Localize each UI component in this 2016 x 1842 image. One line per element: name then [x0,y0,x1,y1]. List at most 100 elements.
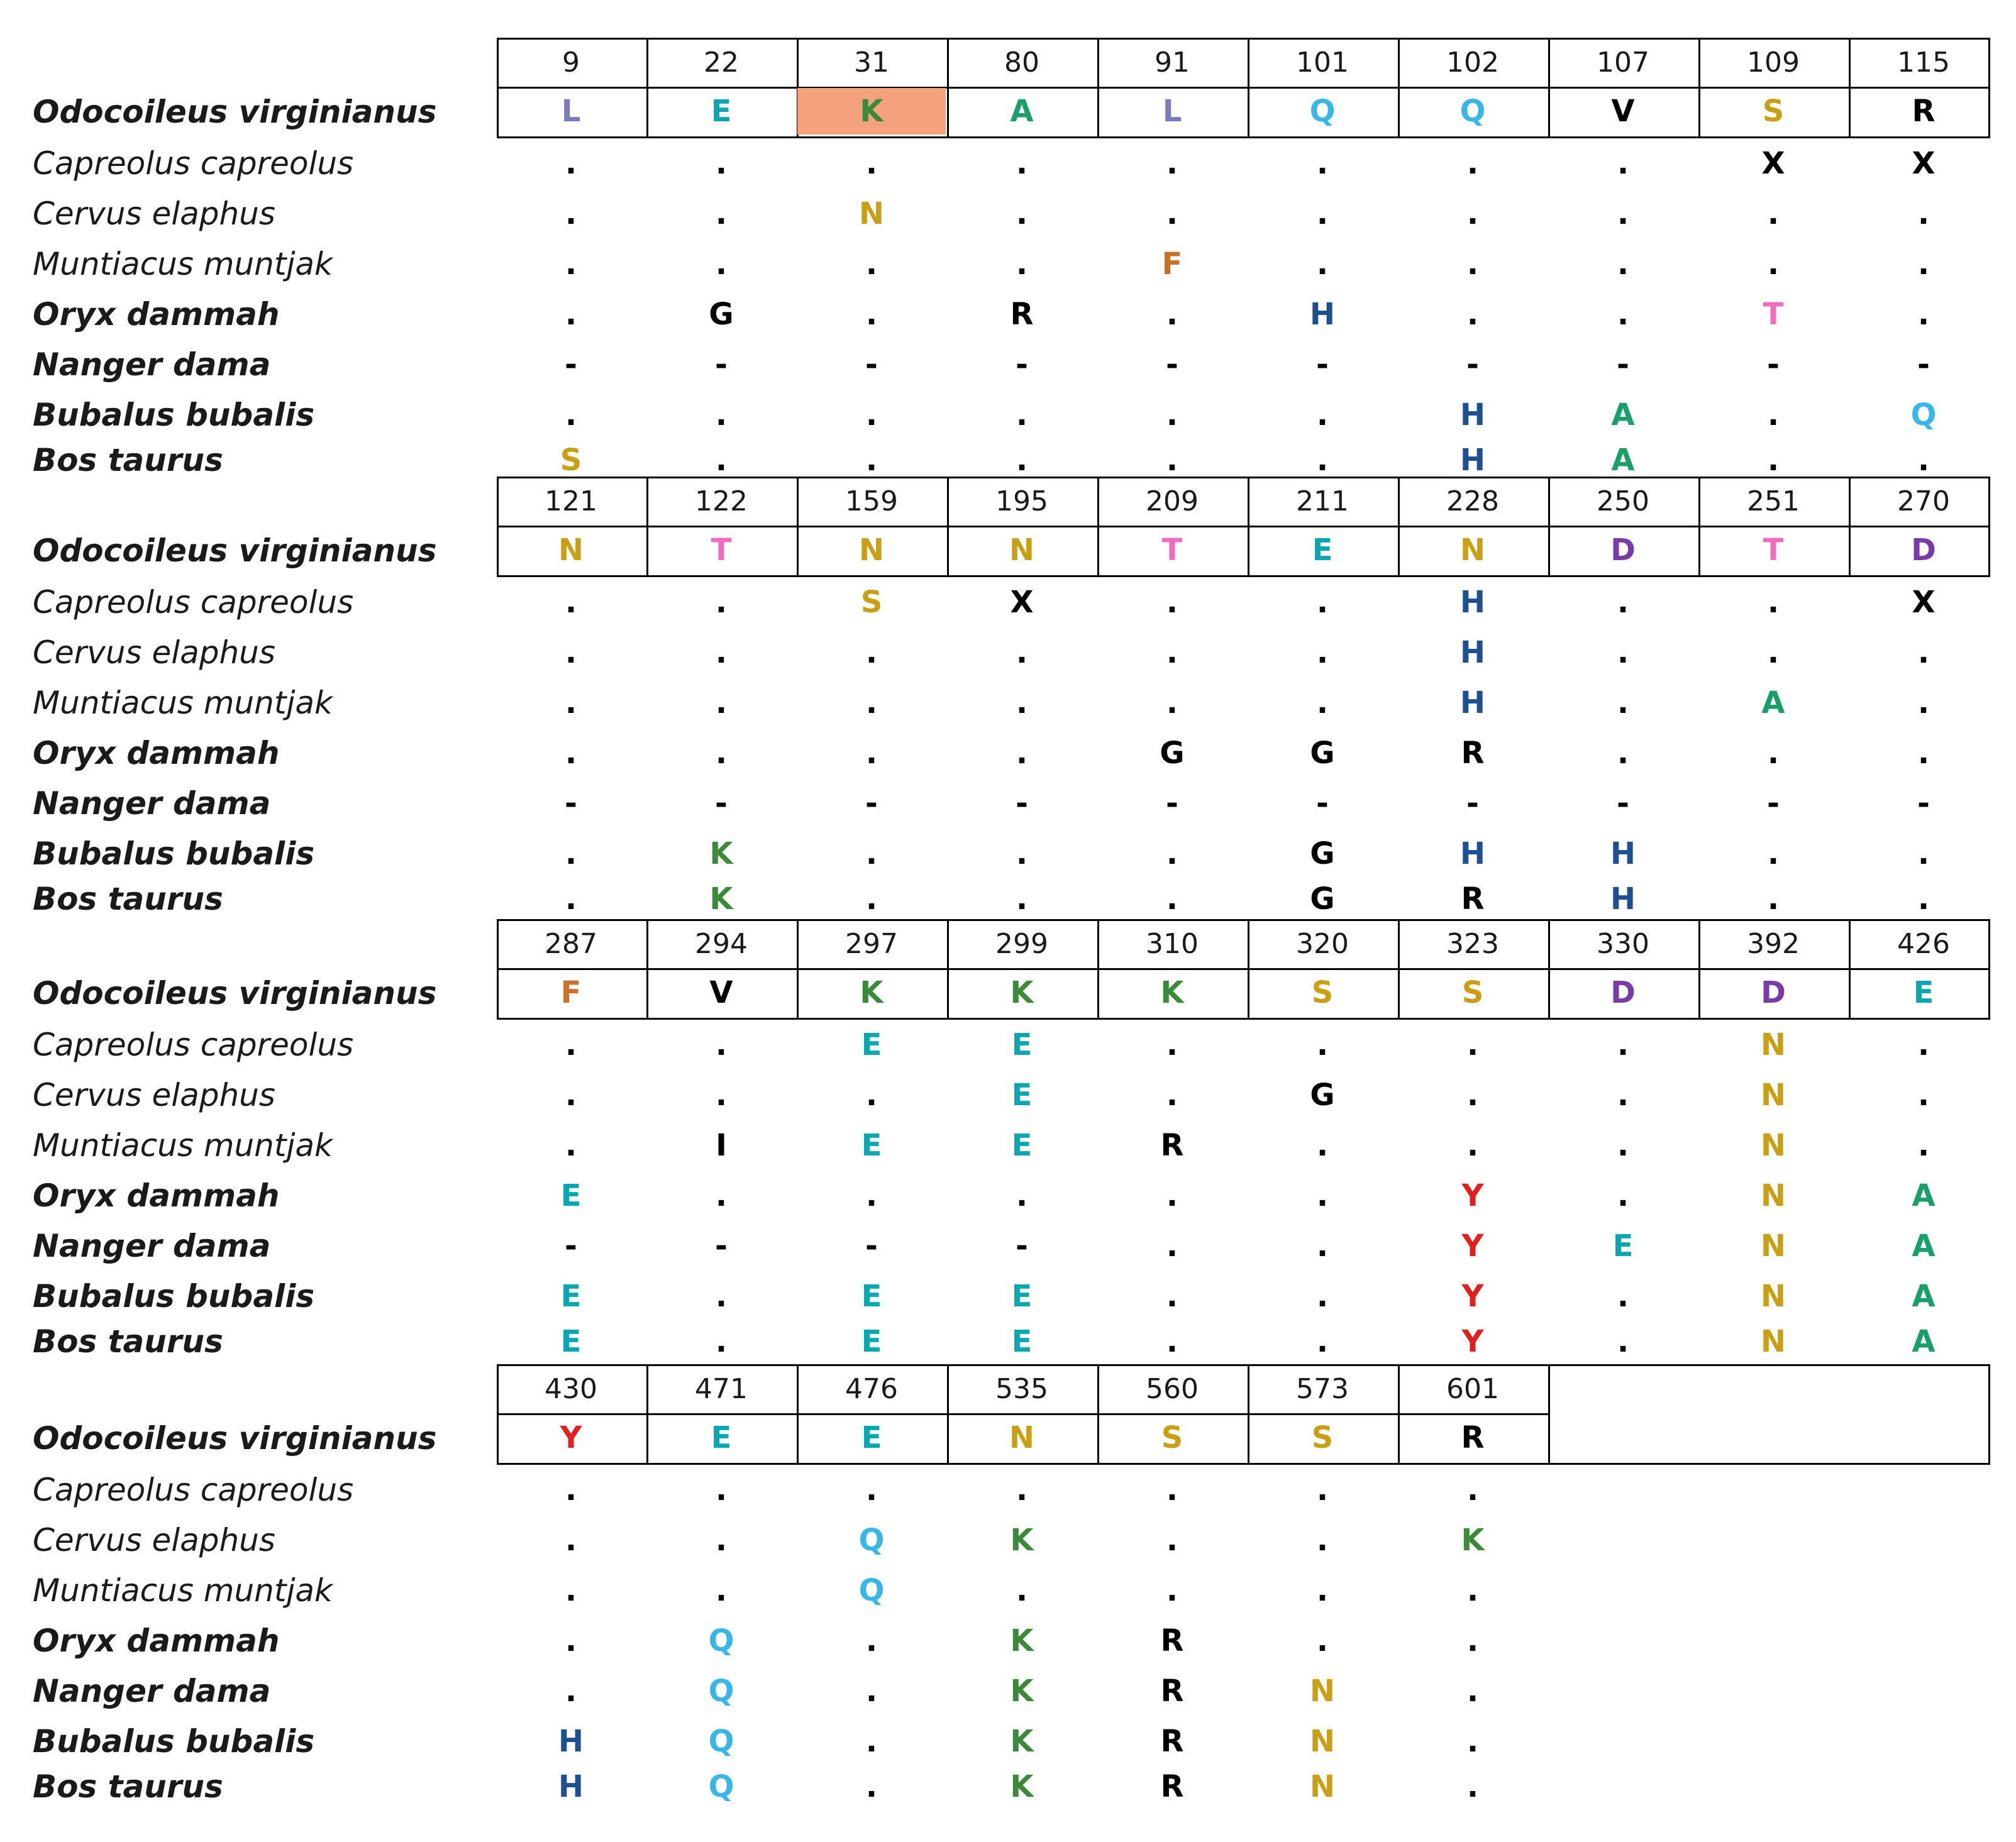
residue-cell: . [1316,196,1329,231]
column-separator [646,1364,648,1465]
column-separator [947,38,949,138]
residue-cell: - [1917,347,1930,382]
residue-cell: . [1316,1128,1329,1163]
reference-residue: S [1762,94,1785,129]
residue-cell: N [858,196,885,231]
species-label: Cervus elaphus [33,1522,275,1558]
residue-cell: . [1166,1472,1178,1508]
residue-cell: . [1166,685,1178,720]
species-label: Odocoileus virginianus [33,975,437,1012]
residue-cell: . [1466,1623,1479,1658]
residue-cell: . [1316,1573,1329,1608]
species-label: Nanger dama [33,346,271,383]
species-label: Muntiacus muntjak [33,1572,333,1609]
residue-cell: . [1316,146,1329,181]
residue-cell: . [1617,1279,1629,1314]
reference-residue: E [711,1420,732,1455]
position-number: 251 [1747,485,1800,517]
residue-cell: K [1461,1523,1485,1558]
residue-cell: E [1011,1078,1033,1113]
residue-cell: . [1466,1128,1479,1163]
species-label: Muntiacus muntjak [33,246,333,282]
residue-cell: . [1617,635,1629,670]
residue-cell: Q [858,1573,885,1608]
column-separator [1097,1364,1099,1465]
residue-cell: . [1917,297,1930,332]
residue-cell: . [715,585,728,620]
residue-cell: . [865,297,878,332]
residue-cell: . [565,1472,577,1508]
residue-cell: E [861,1324,882,1359]
residue-cell: - [1917,786,1930,821]
residue-cell: - [715,786,728,821]
residue-cell: . [1166,1279,1178,1314]
residue-cell: N [1760,1324,1786,1359]
position-number: 430 [545,1373,597,1405]
residue-cell: R [1461,736,1485,771]
residue-cell: N [1309,1769,1336,1804]
reference-residue: N [1009,532,1035,568]
residue-cell: . [715,443,728,478]
reference-residue: D [1610,975,1636,1010]
position-number: 122 [695,485,748,517]
residue-cell: Q [708,1623,734,1658]
residue-cell: N [1760,1279,1786,1314]
position-number: 22 [704,47,739,79]
residue-cell: . [1016,196,1028,231]
residue-cell: - [565,347,577,382]
residue-cell: . [1466,1674,1479,1709]
position-number: 392 [1747,928,1800,960]
residue-cell: Q [1910,397,1937,433]
residue-cell: . [565,196,577,231]
residue-cell: . [1016,246,1028,282]
reference-residue: V [1611,94,1635,129]
residue-cell: . [565,685,577,720]
position-number: 80 [1004,47,1039,79]
residue-cell: H [1459,397,1486,433]
reference-residue: R [1461,1420,1485,1455]
column-separator [947,919,949,1020]
reference-residue: T [1161,532,1183,568]
residue-cell: G [1310,1078,1335,1113]
residue-cell: . [1166,635,1178,670]
residue-cell: . [1617,1027,1629,1062]
residue-cell: . [1767,443,1780,478]
residue-cell: - [1767,786,1780,821]
residue-cell: . [715,1324,728,1359]
residue-cell: . [1767,585,1780,620]
residue-cell: . [1316,443,1329,478]
species-label: Bos taurus [33,881,223,917]
residue-cell: - [865,1228,878,1264]
column-separator [1698,477,1700,577]
column-separator [1698,38,1700,138]
residue-cell: . [1016,836,1028,871]
residue-cell: E [861,1128,882,1163]
reference-residue: E [1913,975,1934,1010]
residue-cell: - [865,347,878,382]
residue-cell: - [1316,347,1329,382]
column-separator [1097,477,1099,577]
residue-cell: H [1459,635,1486,670]
reference-residue: K [1010,975,1034,1010]
block-divider-4 [497,1413,1549,1415]
residue-cell: . [1767,196,1780,231]
position-number: 426 [1897,928,1950,960]
residue-cell: . [865,1078,878,1113]
residue-cell: . [1466,196,1479,231]
residue-cell: R [1160,1724,1184,1759]
species-label: Capreolus capreolus [33,1027,354,1063]
column-separator [646,919,648,1020]
residue-cell: . [1016,635,1028,670]
reference-residue: L [561,94,581,129]
residue-cell: A [1611,443,1635,478]
residue-cell: . [565,1128,577,1163]
residue-cell: N [1309,1674,1336,1709]
residue-cell: . [1767,881,1780,917]
species-label: Oryx dammah [33,296,280,333]
residue-cell: - [865,786,878,821]
residue-cell: . [1466,146,1479,181]
residue-cell: - [715,347,728,382]
residue-cell: . [1917,685,1930,720]
column-separator [1548,1364,1550,1465]
residue-cell: . [865,736,878,771]
